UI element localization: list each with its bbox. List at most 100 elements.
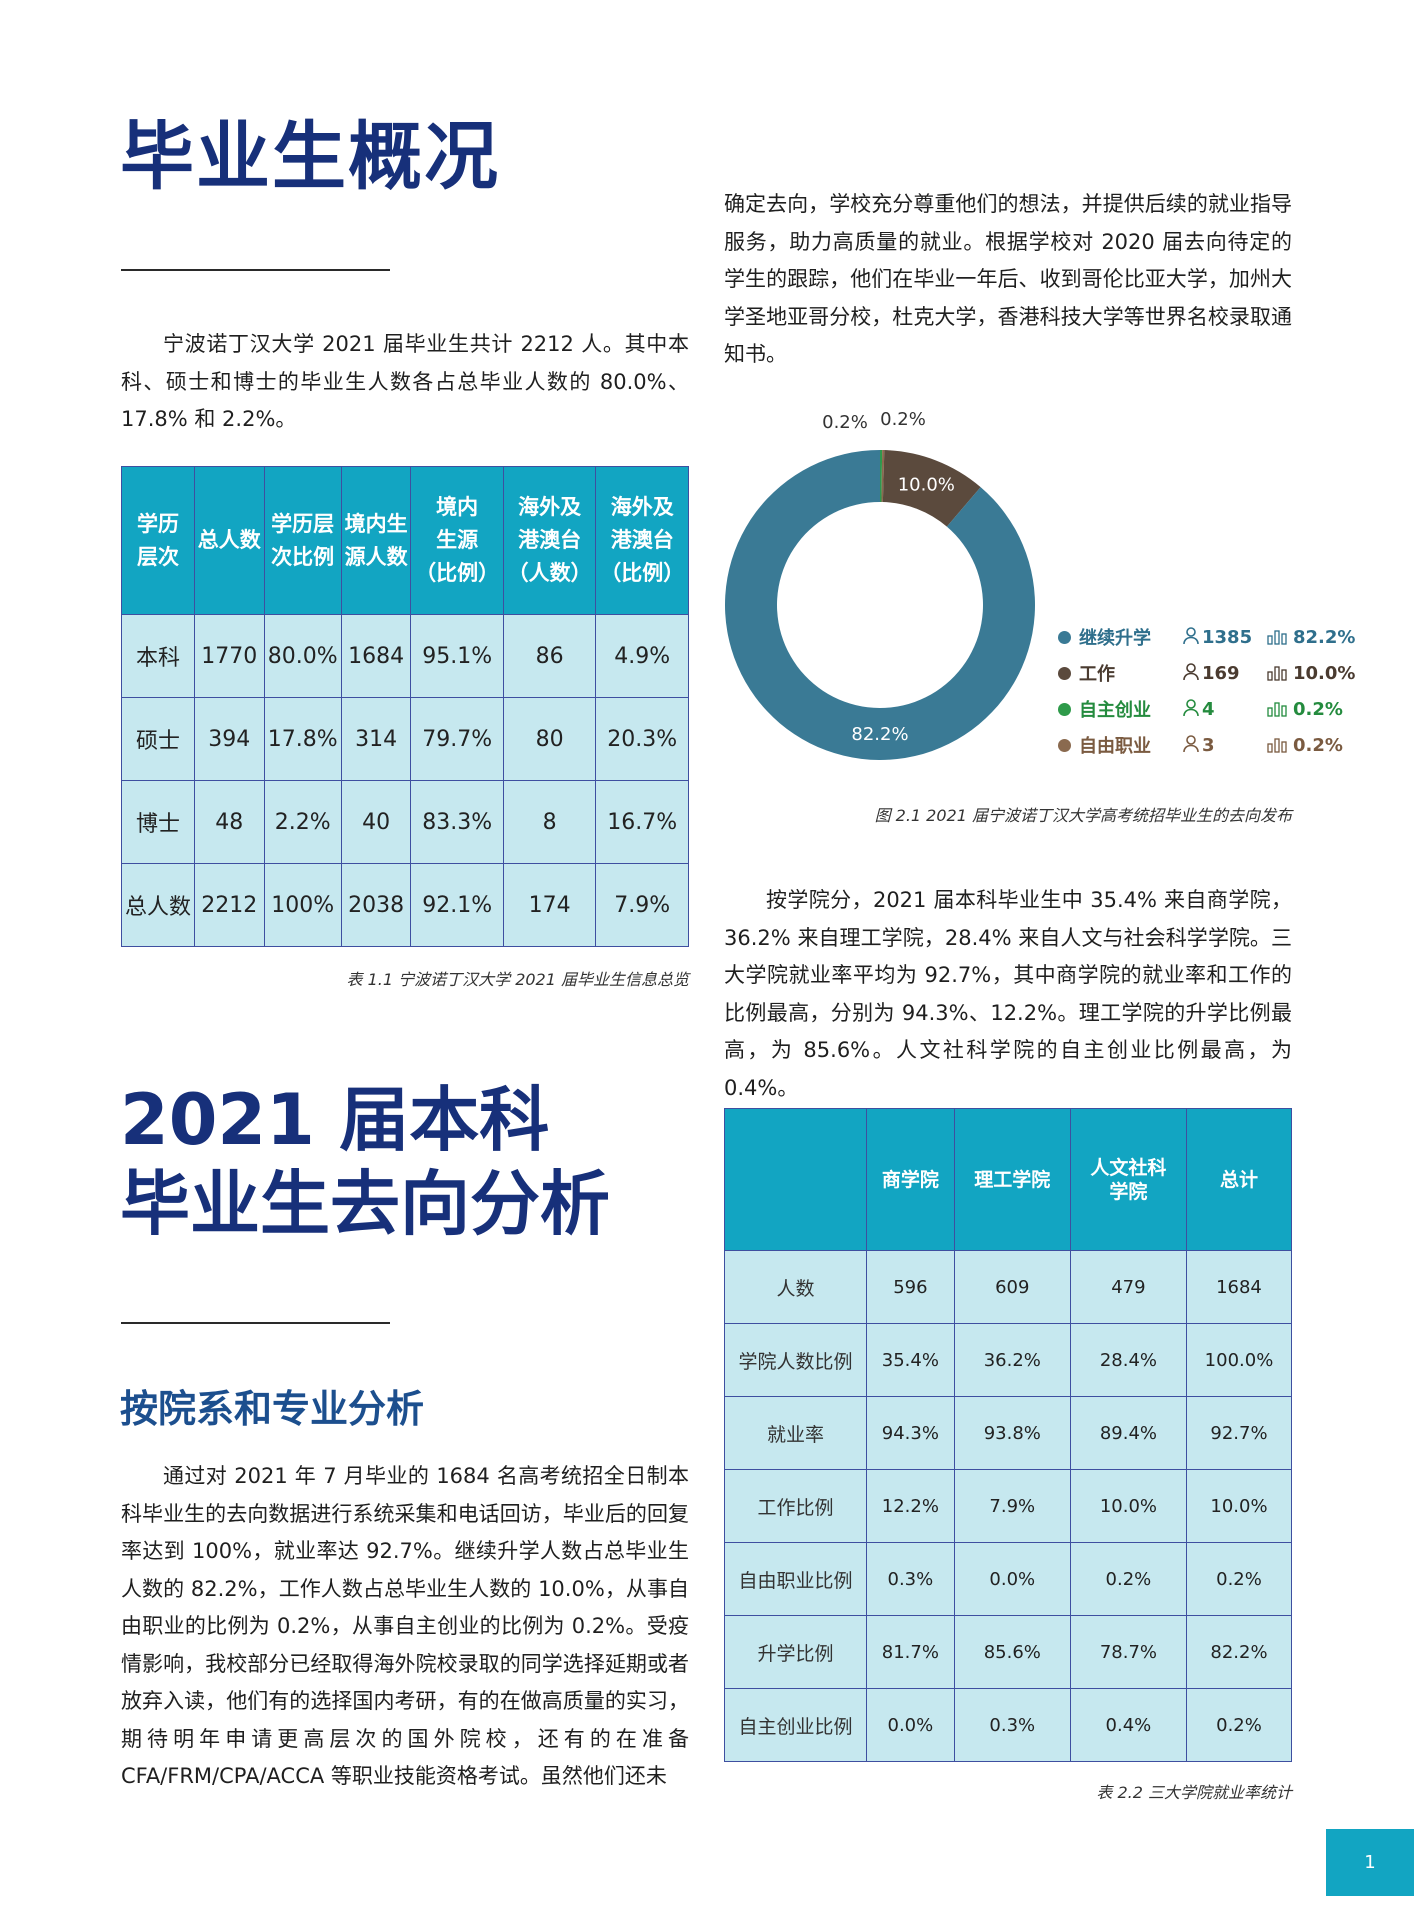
table2-row-label: 就业率: [724, 1396, 867, 1470]
table2-row-label: 工作比例: [724, 1469, 867, 1543]
legend-label: 自由职业: [1079, 736, 1151, 757]
table1-row: 本科 1770 80.0% 1684 95.1% 86 4.9%: [121, 614, 689, 698]
table1-cell: 硕士: [121, 697, 195, 781]
section2-title: 2021 届本科 毕业生去向分析: [120, 1078, 720, 1246]
legend-dot-icon: [1058, 738, 1071, 752]
legend-label: 工作: [1079, 664, 1115, 685]
person-icon: [1183, 662, 1202, 684]
table1-header-cell: 海外及 港澳台 （人数）: [502, 466, 597, 615]
legend-count-value: 4: [1202, 698, 1215, 720]
legend-count-value: 169: [1202, 662, 1240, 684]
bar-chart-icon: [1267, 627, 1293, 648]
table2-header-line: 总计: [1219, 1168, 1258, 1191]
table2-cell: 82.2%: [1185, 1615, 1293, 1689]
table2-cell: 0.2%: [1185, 1688, 1293, 1762]
table2-cell: 89.4%: [1069, 1396, 1187, 1470]
table1-header-cell: 学历层 次比例: [263, 466, 342, 615]
table2-cell: 36.2%: [953, 1323, 1071, 1397]
table1-cell: 394: [193, 697, 265, 781]
person-icon: [1183, 734, 1202, 756]
table1-cell: 7.9%: [595, 863, 689, 947]
table1-cell: 2038: [340, 863, 412, 947]
donut-slice-自主创业: [880, 450, 883, 503]
table2-cell: 78.7%: [1069, 1615, 1187, 1689]
college-paragraph: 按学院分，2021 届本科毕业生中 35.4% 来自商学院，36.2% 来自理工…: [724, 888, 1292, 1100]
table1-cell: 1684: [340, 614, 412, 698]
section2-title-line2: 毕业生去向分析: [120, 1163, 610, 1245]
person-icon: [1183, 626, 1202, 648]
legend-percent-value: 0.2%: [1293, 734, 1343, 756]
table1-header-line: 港澳台: [518, 528, 582, 552]
section2-divider: [121, 1322, 390, 1324]
table1-header-line: （比例）: [600, 561, 685, 585]
table2-cell: 0.3%: [866, 1542, 955, 1616]
table2-header-line: 商学院: [881, 1168, 939, 1191]
legend-label: 继续升学: [1079, 628, 1151, 649]
table1-row: 总人数 2212 100% 2038 92.1% 174 7.9%: [121, 863, 689, 947]
table2-header-cell: 商学院: [866, 1108, 955, 1251]
section-subtitle: 按院系和专业分析: [120, 1387, 425, 1431]
table2-cell: 28.4%: [1069, 1323, 1187, 1397]
table1-header-line: 层次: [136, 544, 179, 569]
table2-cell: 35.4%: [866, 1323, 955, 1397]
table2-caption: 表 2.2 三大学院就业率统计: [1096, 1783, 1292, 1802]
donut-label-continue-study: 82.2%: [851, 724, 908, 745]
table2-header-cell: 理工学院: [953, 1108, 1071, 1251]
table1-cell: 20.3%: [595, 697, 689, 781]
legend-item: 自由职业 3 0.2%: [1058, 730, 1343, 760]
table2-row-label: 学院人数比例: [724, 1323, 867, 1397]
bar-chart-icon: [1267, 735, 1293, 756]
chart-caption: 图 2.1 2021 届宁波诺丁汉大学高考统招毕业生的去向发布: [874, 806, 1292, 825]
table1-header-cell: 境内生 源人数: [340, 466, 412, 615]
legend-count-value: 3: [1202, 734, 1215, 756]
table2-cell: 0.3%: [953, 1688, 1071, 1762]
table1-header-line: （比例）: [415, 561, 500, 585]
table2-cell: 10.0%: [1069, 1469, 1187, 1543]
table1-cell: 4.9%: [595, 614, 689, 698]
table2-header-cell: 人文社科 学院: [1069, 1108, 1187, 1251]
table1-cell: 100%: [263, 863, 342, 947]
table1-cell: 80.0%: [263, 614, 342, 698]
page-title: 毕业生概况: [120, 114, 500, 200]
legend-dot-icon: [1058, 630, 1071, 644]
donut-slice-继续升学: [725, 450, 1035, 760]
table1-cell: 86: [502, 614, 597, 698]
table2-row: 自由职业比例 0.3% 0.0% 0.2% 0.2%: [724, 1542, 1293, 1616]
table1-cell: 8: [502, 780, 597, 864]
legend-item: 自主创业 4 0.2%: [1058, 694, 1343, 724]
legend-item: 工作 169 10.0%: [1058, 658, 1355, 688]
table1-cell: 总人数: [121, 863, 195, 947]
table1-row: 博士 48 2.2% 40 83.3% 8 16.7%: [121, 780, 689, 864]
table2-header-line: 人文社科: [1090, 1156, 1167, 1179]
table1-header-line: 学历层: [271, 511, 335, 536]
table2-row: 学院人数比例 35.4% 36.2% 28.4% 100.0%: [724, 1323, 1293, 1397]
table1-cell: 95.1%: [410, 614, 504, 698]
table1-cell: 80: [502, 697, 597, 781]
donut-label-freelance: 0.2%: [880, 409, 926, 430]
table2-row-label: 自主创业比例: [724, 1688, 867, 1762]
table2-row: 自主创业比例 0.0% 0.3% 0.4% 0.2%: [724, 1688, 1293, 1762]
table1-cell: 2212: [193, 863, 265, 947]
table1-header-line: 境内: [436, 495, 479, 519]
table1-header-line: 境内生: [344, 511, 408, 536]
table1-header-line: 港澳台: [610, 528, 674, 552]
table2-cell: 7.9%: [953, 1469, 1071, 1543]
table1-header-line: 海外及: [610, 495, 674, 519]
table2-header-cell: [724, 1108, 867, 1251]
table2-cell: 596: [866, 1250, 955, 1324]
legend-percent: 0.2%: [1267, 735, 1343, 756]
table1-header-line: （人数）: [507, 561, 592, 585]
table1-cell: 83.3%: [410, 780, 504, 864]
table1-row: 硕士 394 17.8% 314 79.7% 80 20.3%: [121, 697, 689, 781]
destination-paragraph-continued: 确定去向，学校充分尊重他们的想法，并提供后续的就业指导服务，助力高质量的就业。根…: [724, 192, 1292, 366]
donut-label-work: 10.0%: [898, 475, 955, 496]
table2-cell: 10.0%: [1185, 1469, 1293, 1543]
destination-paragraph: 通过对 2021 年 7 月毕业的 1684 名高考统招全日制本科毕业生的去向数…: [121, 1464, 689, 1788]
person-icon: [1183, 698, 1202, 720]
legend-percent: 10.0%: [1267, 663, 1355, 684]
donut-label-self-employed: 0.2%: [822, 412, 868, 433]
table1-header-line: 生源: [436, 528, 479, 552]
table1-header-cell: 学历 层次: [121, 466, 195, 615]
table1-header-cell: 境内生源 （比例）: [410, 466, 504, 615]
legend-count: 4: [1183, 699, 1267, 720]
